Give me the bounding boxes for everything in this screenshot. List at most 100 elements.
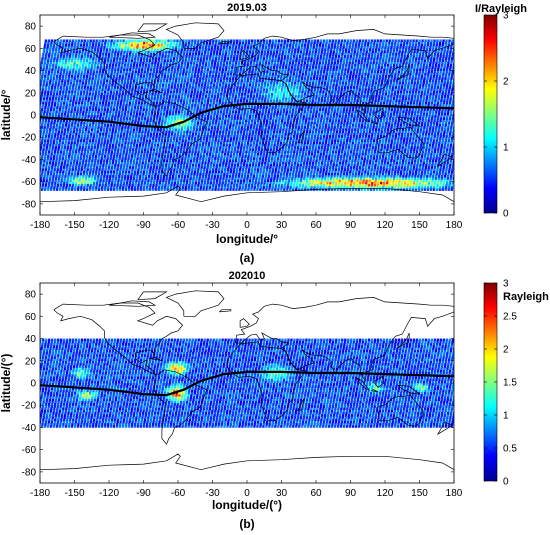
heatmap-cell (276, 128, 279, 131)
heatmap-cell (443, 143, 447, 147)
heatmap-cell (448, 121, 451, 125)
heatmap-cell (59, 119, 63, 122)
heatmap-cell (128, 168, 131, 171)
heatmap-cell (74, 186, 77, 189)
heatmap-cell (109, 159, 112, 162)
heatmap-cell (119, 137, 122, 140)
heatmap-cell (59, 121, 62, 125)
heatmap-cell (384, 188, 388, 191)
heatmap-cell (372, 143, 375, 147)
heatmap-cell (282, 143, 285, 147)
heatmap-cell (331, 123, 334, 127)
heatmap-cell (106, 141, 109, 145)
heatmap-cell (88, 172, 91, 176)
heatmap-cell (228, 128, 231, 131)
heatmap-cell (309, 112, 312, 116)
heatmap-cell (122, 117, 126, 120)
heatmap-cell (229, 188, 232, 191)
heatmap-cell (289, 123, 292, 127)
heatmap-cell (99, 130, 102, 134)
heatmap-cell (41, 119, 45, 122)
heatmap-cell (195, 175, 199, 178)
heatmap-cell (456, 128, 458, 131)
heatmap-cell (103, 175, 106, 178)
heatmap-cell (80, 152, 83, 156)
heatmap-cell (403, 170, 406, 174)
heatmap-cell (88, 188, 92, 191)
heatmap-cell (216, 175, 220, 178)
heatmap-cell (176, 117, 180, 120)
heatmap-cell (142, 170, 146, 174)
heatmap-cell (173, 152, 176, 156)
heatmap-cell (423, 170, 427, 174)
heatmap-cell (250, 170, 253, 174)
heatmap-cell (237, 130, 240, 134)
heatmap-cell (348, 159, 351, 162)
heatmap-cell (440, 143, 444, 147)
heatmap-cell (194, 152, 197, 156)
heatmap-cell (248, 166, 251, 169)
heatmap-cell (135, 112, 139, 116)
heatmap-cell (103, 159, 106, 162)
heatmap-cell (399, 175, 402, 178)
heatmap-cell (426, 175, 429, 178)
heatmap-cell (395, 177, 399, 180)
heatmap-cell (219, 159, 223, 162)
heatmap-cell (233, 181, 236, 185)
heatmap-cell (166, 121, 170, 125)
heatmap-cell (229, 141, 232, 145)
heatmap-cell (452, 146, 454, 149)
heatmap-cell (148, 186, 152, 189)
heatmap-cell (120, 148, 123, 151)
heatmap-cell (389, 177, 393, 180)
heatmap-cell (153, 115, 156, 118)
heatmap-cell (43, 128, 46, 131)
heatmap-cell (84, 177, 88, 180)
heatmap-cell (275, 117, 278, 120)
heatmap-cell (445, 135, 448, 138)
heatmap-cell (65, 166, 69, 169)
heatmap-cell (94, 188, 98, 191)
heatmap-cell (136, 110, 139, 114)
heatmap-cell (419, 163, 422, 167)
heatmap-cell (184, 170, 188, 174)
heatmap-cell (46, 128, 49, 131)
heatmap-cell (161, 148, 165, 151)
heatmap-cell (242, 150, 245, 154)
heatmap-cell (254, 117, 257, 120)
heatmap-cell (420, 155, 424, 158)
heatmap-cell (242, 117, 245, 120)
heatmap-cell (416, 112, 420, 116)
heatmap-cell (172, 141, 175, 145)
heatmap-cell (76, 141, 79, 145)
heatmap-cell (174, 143, 178, 147)
heatmap-cell (400, 152, 403, 156)
heatmap-cell (118, 170, 122, 174)
heatmap-cell (269, 135, 272, 138)
heatmap-cell (51, 115, 54, 118)
heatmap-cell (370, 168, 373, 171)
heatmap-cell (108, 179, 111, 182)
heatmap-cell (80, 155, 83, 158)
heatmap-cell (335, 148, 338, 151)
heatmap-cell (257, 166, 260, 169)
heatmap-cell (296, 181, 299, 185)
heatmap-cell (424, 150, 428, 154)
heatmap-cell (174, 163, 177, 167)
heatmap-cell (349, 183, 353, 187)
heatmap-cell (191, 163, 195, 167)
heatmap-cell (213, 115, 216, 118)
heatmap-cell (255, 159, 258, 162)
heatmap-cell (252, 177, 255, 180)
heatmap-cell (171, 177, 174, 180)
heatmap-cell (263, 166, 266, 169)
heatmap-cell (323, 130, 327, 134)
heatmap-cell (75, 130, 78, 134)
heatmap-cell (236, 119, 239, 122)
heatmap-cell (418, 168, 421, 171)
heatmap-cell (172, 155, 176, 158)
heatmap-cell (77, 150, 81, 154)
heatmap-cell (306, 159, 309, 162)
heatmap-cell (68, 119, 72, 122)
heatmap-cell (386, 115, 389, 118)
